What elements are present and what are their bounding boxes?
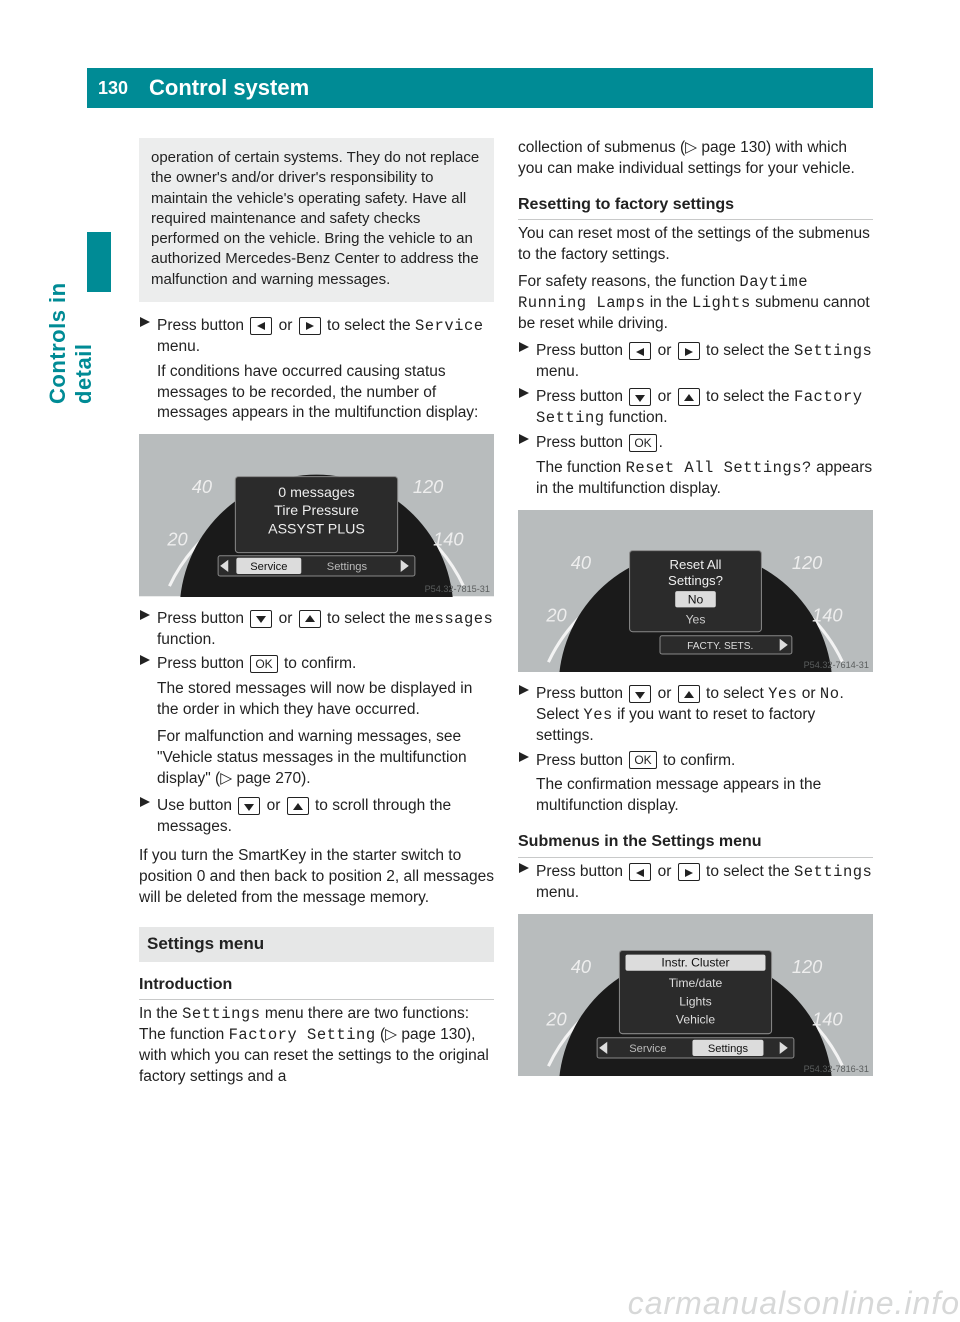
svg-text:140: 140 [812, 1008, 842, 1029]
paragraph: You can reset most of the settings of th… [518, 224, 873, 266]
left-arrow-button-icon [629, 863, 651, 881]
svg-text:120: 120 [792, 551, 822, 572]
svg-text:P54.32-7614-31: P54.32-7614-31 [804, 660, 869, 670]
step-followup: If conditions have occurred causing stat… [157, 362, 494, 425]
svg-text:Tire Pressure: Tire Pressure [274, 504, 359, 520]
up-arrow-button-icon [299, 610, 321, 628]
svg-text:Instr. Cluster: Instr. Cluster [661, 955, 729, 969]
step-text: Press button or to select the Service me… [157, 316, 494, 358]
side-tab-marker [87, 232, 111, 292]
down-arrow-button-icon [238, 797, 260, 815]
step-marker-icon [518, 387, 536, 429]
svg-text:P54.32-7816-31: P54.32-7816-31 [804, 1064, 869, 1074]
svg-text:Service: Service [629, 1043, 666, 1055]
section-heading-settings-menu: Settings menu [139, 927, 494, 962]
svg-text:40: 40 [571, 956, 591, 977]
paragraph: collection of submenus (▷ page 130) with… [518, 138, 873, 180]
page-number: 130 [87, 68, 139, 108]
svg-text:140: 140 [433, 529, 463, 550]
ok-button-icon: OK [629, 751, 656, 769]
right-column: collection of submenus (▷ page 130) with… [506, 138, 873, 1234]
step-marker-icon [518, 433, 536, 454]
cluster-figure-settings: 40 20 120 140 Instr. Cluster Time/date L… [518, 914, 873, 1076]
step-text: Press button or to select the Settings m… [536, 341, 873, 383]
step-text: Press button OK. [536, 433, 873, 454]
svg-text:Lights: Lights [679, 994, 711, 1008]
step-text: Press button or to select the Settings m… [536, 862, 873, 904]
up-arrow-button-icon [678, 685, 700, 703]
subheading-introduction: Introduction [139, 974, 494, 1001]
svg-text:Time/date: Time/date [669, 976, 723, 990]
step-marker-icon [139, 654, 157, 675]
step-marker-icon [518, 862, 536, 904]
ok-button-icon: OK [250, 655, 277, 673]
svg-text:20: 20 [166, 529, 187, 550]
svg-text:0 messages: 0 messages [278, 485, 355, 501]
svg-text:Settings?: Settings? [668, 573, 723, 588]
running-head: Control system [139, 68, 873, 108]
paragraph: If you turn the SmartKey in the starter … [139, 846, 494, 909]
svg-text:40: 40 [571, 551, 591, 572]
down-arrow-button-icon [629, 388, 651, 406]
step-text: Press button OK to confirm. [536, 751, 873, 772]
svg-text:Yes: Yes [686, 612, 706, 626]
svg-text:120: 120 [413, 476, 443, 497]
step-marker-icon [518, 751, 536, 772]
cluster-figure-service: 40 20 120 140 0 messages Tire Pressure A… [139, 434, 494, 596]
step-marker-icon [139, 609, 157, 651]
step-text: Press button or to select the Factory Se… [536, 387, 873, 429]
svg-text:Settings: Settings [708, 1043, 749, 1055]
watermark: carmanualsonline.info [0, 1285, 960, 1322]
svg-text:Settings: Settings [327, 561, 368, 573]
cluster-figure-reset: 40 20 120 140 Reset All Settings? No Yes… [518, 510, 873, 672]
left-column: operation of certain systems. They do no… [139, 138, 506, 1234]
paragraph: For safety reasons, the function Daytime… [518, 272, 873, 335]
right-arrow-button-icon [299, 317, 321, 335]
right-arrow-button-icon [678, 342, 700, 360]
step-followup: The confirmation message appears in the … [536, 775, 873, 817]
down-arrow-button-icon [629, 685, 651, 703]
up-arrow-button-icon [287, 797, 309, 815]
right-arrow-button-icon [678, 863, 700, 881]
left-arrow-button-icon [629, 342, 651, 360]
up-arrow-button-icon [678, 388, 700, 406]
step-text: Press button OK to confirm. [157, 654, 494, 675]
svg-text:FACTY. SETS.: FACTY. SETS. [687, 640, 753, 651]
svg-text:40: 40 [192, 476, 212, 497]
step-marker-icon [139, 316, 157, 358]
svg-text:Reset All: Reset All [670, 556, 722, 571]
step-marker-icon [518, 684, 536, 747]
step-marker-icon [518, 341, 536, 383]
ok-button-icon: OK [629, 434, 656, 452]
step-text: Press button or to select the messages f… [157, 609, 494, 651]
svg-text:P54.32-7815-31: P54.32-7815-31 [425, 585, 490, 595]
svg-text:140: 140 [812, 604, 842, 625]
side-tab-label: Controls in detail [60, 232, 82, 404]
left-arrow-button-icon [250, 317, 272, 335]
step-text: Press button or to select Yes or No. Sel… [536, 684, 873, 747]
svg-text:Service: Service [250, 561, 287, 573]
svg-text:No: No [688, 592, 704, 606]
svg-text:ASSYST PLUS: ASSYST PLUS [268, 522, 365, 538]
svg-text:20: 20 [545, 604, 566, 625]
step-followup: The function Reset All Settings? appears… [536, 458, 873, 500]
paragraph: In the Settings menu there are two funct… [139, 1004, 494, 1088]
svg-text:20: 20 [545, 1008, 566, 1029]
down-arrow-button-icon [250, 610, 272, 628]
step-text: Use button or to scroll through the mess… [157, 796, 494, 838]
subheading-resetting: Resetting to factory settings [518, 194, 873, 221]
notice-box: operation of certain systems. They do no… [139, 138, 494, 302]
step-marker-icon [139, 796, 157, 838]
subheading-submenus: Submenus in the Settings menu [518, 831, 873, 858]
step-followup: For malfunction and warning messages, se… [157, 727, 494, 790]
step-followup: The stored messages will now be displaye… [157, 679, 494, 721]
svg-text:Vehicle: Vehicle [676, 1012, 715, 1026]
svg-text:120: 120 [792, 956, 822, 977]
